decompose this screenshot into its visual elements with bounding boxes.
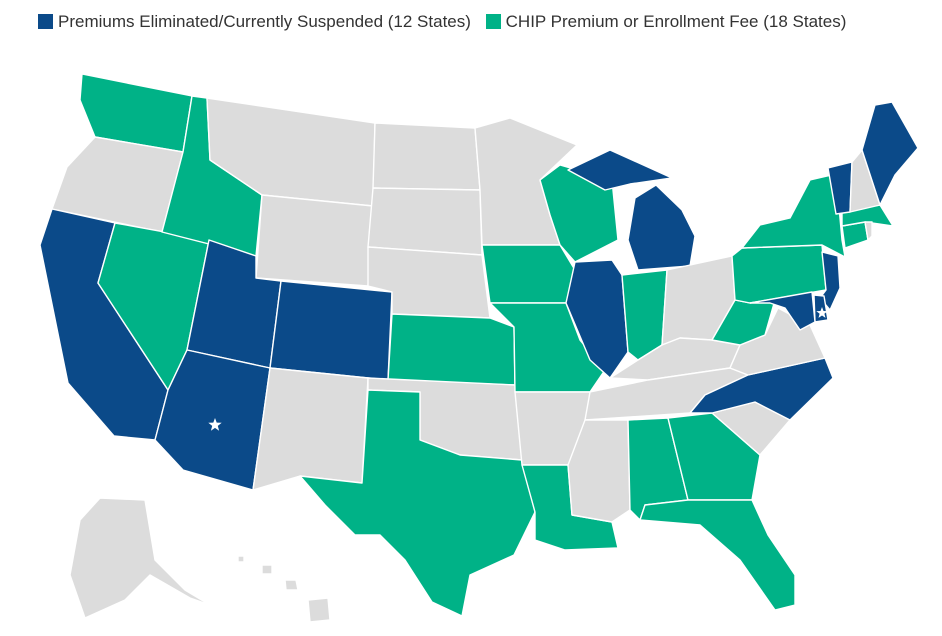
legend-label-suspended: Premiums Eliminated/Currently Suspended … <box>58 12 471 31</box>
state-south-dakota[interactable] <box>367 187 483 256</box>
state-illinois[interactable] <box>565 259 629 379</box>
legend-label-fee: CHIP Premium or Enrollment Fee (18 State… <box>505 12 847 31</box>
state-michigan[interactable] <box>567 149 696 271</box>
state-new-york[interactable] <box>741 173 846 258</box>
state-georgia[interactable] <box>667 412 761 501</box>
star-icon-az <box>208 418 222 431</box>
legend-swatch-suspended <box>38 14 53 29</box>
state-wyoming[interactable] <box>255 194 374 287</box>
star-markers <box>208 307 828 431</box>
state-alaska[interactable] <box>69 497 211 619</box>
state-maryland[interactable] <box>749 291 816 331</box>
legend-item-suspended: Premiums Eliminated/Currently Suspended … <box>38 12 471 31</box>
state-colorado[interactable] <box>269 280 393 381</box>
state-oregon[interactable] <box>51 136 184 233</box>
map-legend: Premiums Eliminated/Currently Suspended … <box>38 6 918 37</box>
state-new-jersey[interactable] <box>819 251 841 311</box>
state-iowa[interactable] <box>481 244 576 304</box>
state-hawaii[interactable] <box>237 555 331 623</box>
legend-swatch-fee <box>485 14 501 29</box>
legend-item-fee: CHIP Premium or Enrollment Fee (18 State… <box>485 12 847 31</box>
state-texas[interactable] <box>299 389 536 617</box>
state-maine[interactable] <box>861 101 919 206</box>
state-florida[interactable] <box>639 499 796 611</box>
state-wisconsin[interactable] <box>539 164 619 263</box>
state-rhode-island[interactable] <box>864 221 873 241</box>
state-new-mexico[interactable] <box>252 367 369 491</box>
state-north-dakota[interactable] <box>372 122 481 191</box>
star-icon-md <box>816 307 828 318</box>
state-kansas[interactable] <box>387 313 516 386</box>
